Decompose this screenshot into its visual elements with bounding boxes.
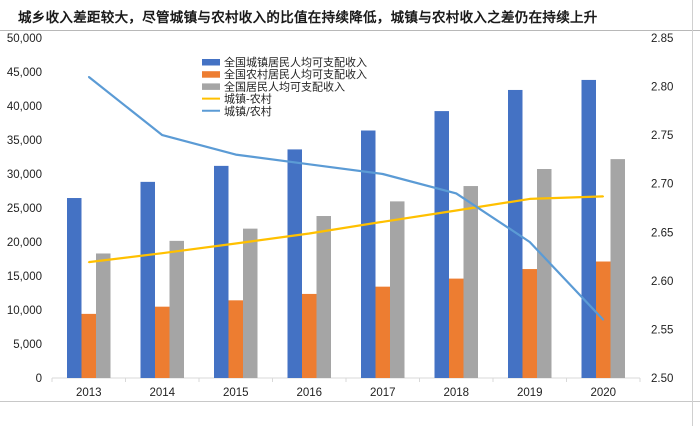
bar-national xyxy=(463,186,478,378)
bar-national xyxy=(390,201,405,378)
legend: 全国城镇居民人均可支配收入全国农村居民人均可支配收入全国居民人均可支配收入城镇-… xyxy=(202,55,367,118)
line-urban-rural-difference-point xyxy=(308,232,311,235)
line-urban-rural-ratio xyxy=(88,76,605,321)
x-axis-tick-label: 2018 xyxy=(443,387,469,399)
bar-national xyxy=(96,253,111,378)
legend-label: 全国居民人均可支配收入 xyxy=(224,79,345,93)
bar-national xyxy=(316,216,331,378)
line-urban-rural-ratio-point xyxy=(87,76,90,78)
x-axis-tick-label: 2020 xyxy=(590,387,616,399)
left-axis-tick-label: 10,000 xyxy=(7,305,42,317)
bar-urban xyxy=(287,149,302,378)
right-axis-tick-label: 2.75 xyxy=(651,130,673,142)
x-axis-tick-label: 2016 xyxy=(296,387,322,399)
bar-urban xyxy=(434,111,449,378)
right-axis-tick-label: 2.50 xyxy=(651,373,673,385)
right-axis: 2.50 2.55 2.60 2.65 2.70 2.75 2.80 2.85 xyxy=(651,33,673,385)
line-urban-rural-ratio-point xyxy=(381,173,384,175)
left-axis-tick-label: 30,000 xyxy=(7,169,42,181)
line-urban-rural-ratio-point xyxy=(602,318,605,321)
right-axis-tick-label: 2.80 xyxy=(651,82,673,94)
legend-swatch xyxy=(202,71,220,78)
bar-national xyxy=(610,159,625,378)
bar-national xyxy=(169,240,184,378)
legend-swatch xyxy=(202,59,220,66)
title-divider xyxy=(0,30,700,31)
bar-rural xyxy=(302,293,317,378)
bar-national xyxy=(243,228,258,378)
left-axis-tick-label: 5,000 xyxy=(13,339,42,351)
line-urban-rural-ratio-point xyxy=(234,153,237,156)
bar-rural xyxy=(522,269,537,378)
left-axis-tick-label: 0 xyxy=(36,373,42,385)
right-axis-tick-label: 2.70 xyxy=(651,179,673,191)
line-urban-rural-difference-point xyxy=(87,261,90,263)
footer-divider xyxy=(0,401,700,402)
left-axis-tick-label: 25,000 xyxy=(7,203,42,215)
frame-border xyxy=(692,0,693,426)
x-axis-tick-label: 2017 xyxy=(370,387,396,399)
x-axis-tick-label: 2015 xyxy=(223,387,249,399)
right-axis-tick-label: 2.60 xyxy=(651,276,673,288)
line-urban-rural-ratio-point xyxy=(455,192,458,195)
line-urban-rural-ratio-point xyxy=(308,163,311,166)
left-axis-tick-label: 35,000 xyxy=(7,135,42,147)
left-axis-tick-label: 20,000 xyxy=(7,237,42,249)
legend-label: 城镇-农村 xyxy=(224,92,272,106)
bar-rural xyxy=(449,278,464,378)
line-urban-rural-difference xyxy=(88,195,604,264)
x-axis-tick-label: 2014 xyxy=(149,387,175,399)
left-axis-tick-label: 45,000 xyxy=(7,67,42,79)
left-axis-tick-label: 15,000 xyxy=(7,271,42,283)
bar-urban xyxy=(508,89,523,378)
bar-urban xyxy=(214,165,229,378)
left-axis-tick-label: 50,000 xyxy=(7,33,42,45)
line-urban-rural-ratio-point xyxy=(161,134,164,136)
bar-urban xyxy=(361,130,376,378)
bar-rural xyxy=(155,306,170,378)
line-urban-rural-difference-point xyxy=(161,252,164,254)
bar-urban xyxy=(581,79,596,378)
bar-urban xyxy=(140,181,155,378)
bar-national xyxy=(537,169,552,378)
bar-rural xyxy=(228,300,243,378)
legend-swatch xyxy=(202,83,220,90)
right-axis-tick-label: 2.65 xyxy=(651,227,673,239)
line-urban-rural-difference-point xyxy=(602,195,605,198)
x-axis: 2013 2014 2015 2016 2017 2018 2019 2020 xyxy=(51,377,641,399)
right-axis-tick-label: 2.55 xyxy=(651,324,673,336)
legend-label: 城镇/农村 xyxy=(224,104,272,118)
chart-title: 城乡收入差距较大，尽管城镇与农村收入的比值在持续降低，城镇与农村收入之差仍在持续… xyxy=(18,10,598,26)
legend-label: 全国城镇居民人均可支配收入 xyxy=(224,55,367,69)
bar-rural xyxy=(81,313,96,378)
line-urban-rural-difference-point xyxy=(528,198,531,200)
line-urban-rural-ratio-point xyxy=(528,241,531,243)
right-axis-tick-label: 2.85 xyxy=(651,33,673,45)
legend-label: 全国农村居民人均可支配收入 xyxy=(224,67,367,81)
bar-rural xyxy=(375,286,390,378)
line-urban-rural-difference-point xyxy=(234,242,237,245)
x-axis-tick-label: 2019 xyxy=(517,387,543,399)
lines xyxy=(87,76,605,321)
bar-urban xyxy=(67,198,82,378)
line-urban-rural-difference-point xyxy=(455,209,458,212)
x-axis-tick-label: 2013 xyxy=(76,387,102,399)
left-axis-tick-label: 40,000 xyxy=(7,101,42,113)
line-urban-rural-difference-point xyxy=(381,221,384,223)
left-axis: 0 5,000 10,000 15,000 20,000 25,000 30,000 35,0… xyxy=(7,33,42,385)
